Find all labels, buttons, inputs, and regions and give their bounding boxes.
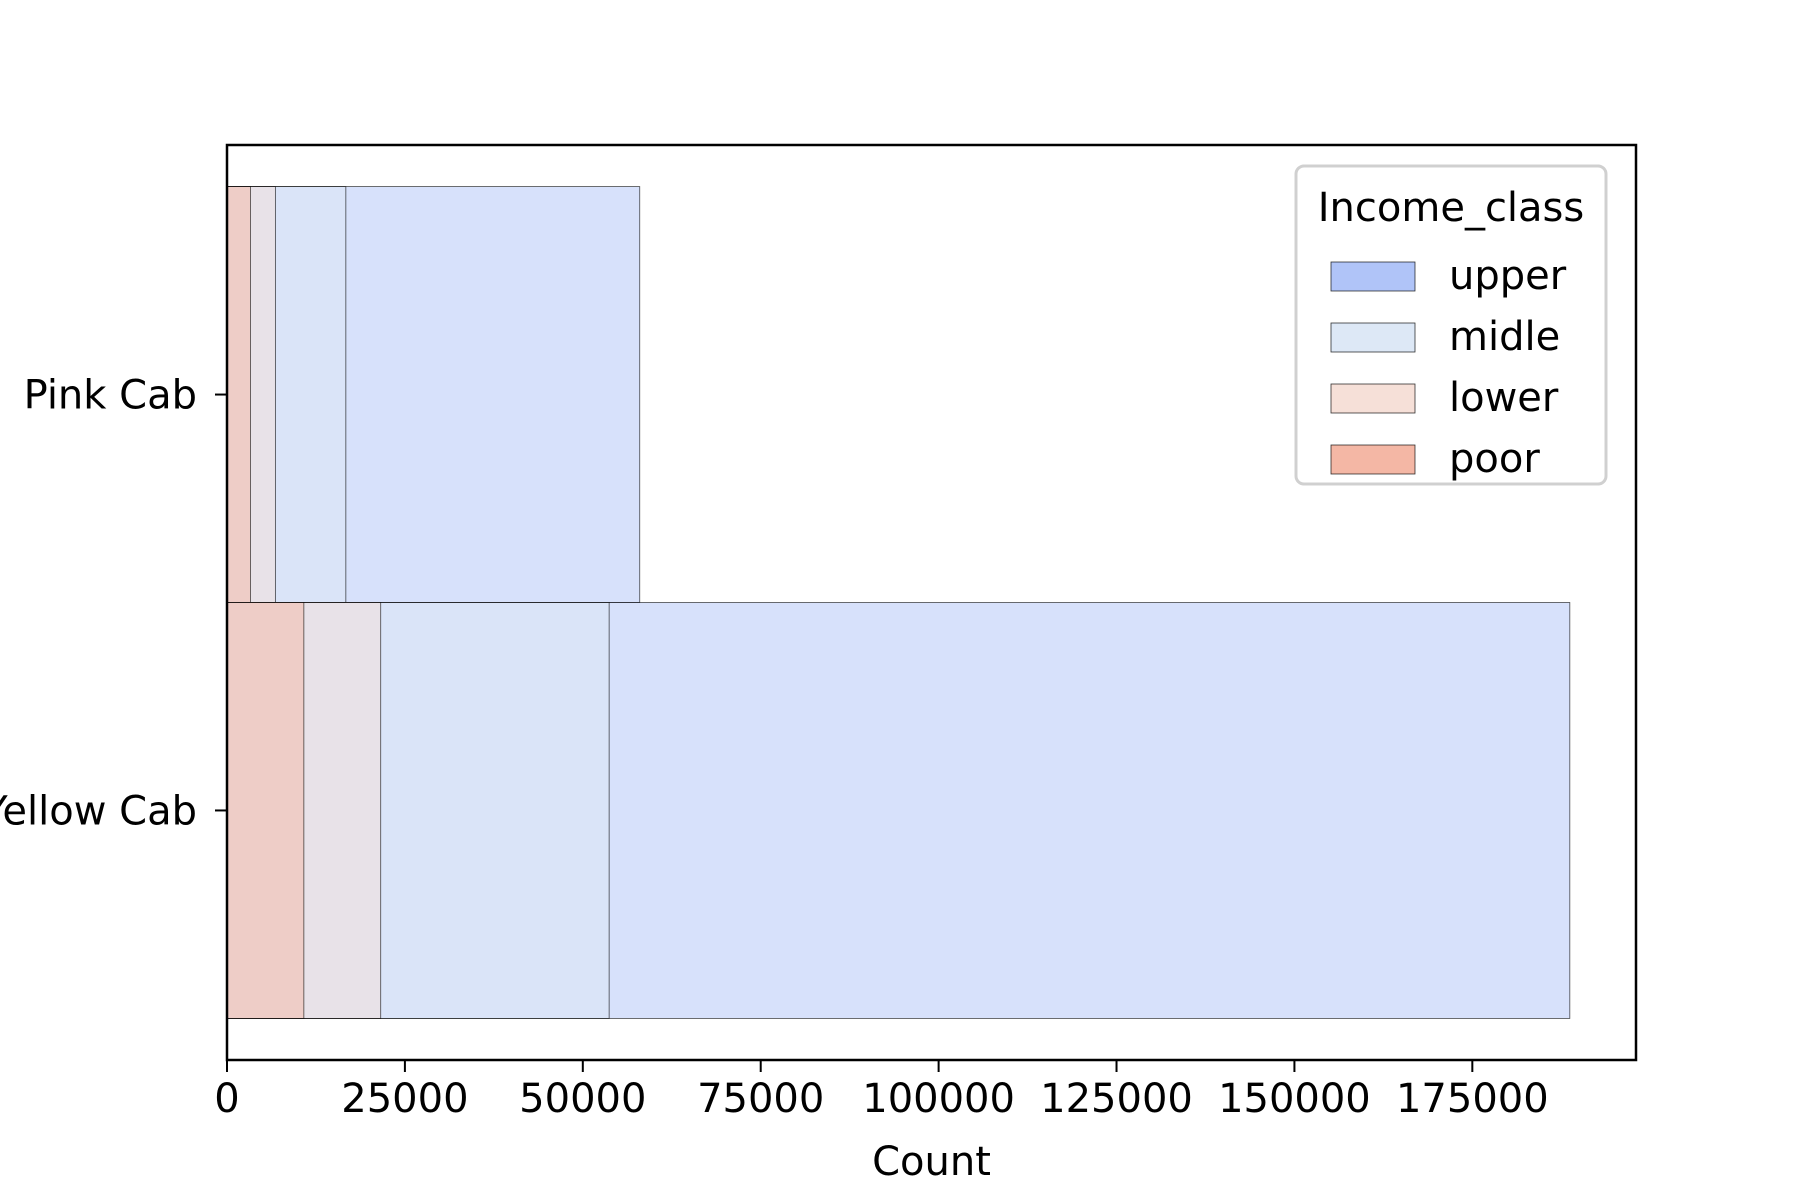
bars-group [226,186,1571,1019]
legend-swatch-poor [1330,444,1416,475]
x-tick-label: 150000 [1218,1076,1371,1122]
bar-yellow-cab-poor [226,602,305,1019]
legend-label-midle: midle [1449,314,1560,360]
x-tick-label: 25000 [341,1076,468,1122]
y-tick-label-pink-cab: Pink Cab [24,373,197,419]
x-axis: 0 25000 50000 75000 100000 125000 150000 175000 [214,1060,1549,1122]
x-tick-label: 75000 [697,1076,824,1122]
legend-label-upper: upper [1449,253,1567,299]
legend-swatch-midle [1330,322,1416,353]
x-tick-label: 50000 [519,1076,646,1122]
axes-frame [225,143,1638,1062]
bar-pink-cab-poor [226,186,251,603]
legend-title: Income_class [1318,185,1584,231]
x-axis-label: Count [872,1139,991,1185]
legend-label-lower: lower [1449,375,1559,421]
legend-swatch-upper [1330,261,1416,292]
x-tick-label: 175000 [1396,1076,1549,1122]
legend-label-poor: poor [1449,436,1540,482]
legend-swatch-lower [1330,383,1416,414]
x-tick-label: 100000 [862,1076,1015,1122]
y-tick-label-yellow-cab: Yellow Cab [0,788,197,834]
x-tick-label: 0 [214,1076,239,1122]
x-tick-label: 125000 [1040,1076,1193,1122]
y-axis: Pink Cab Yellow Cab [0,373,227,834]
